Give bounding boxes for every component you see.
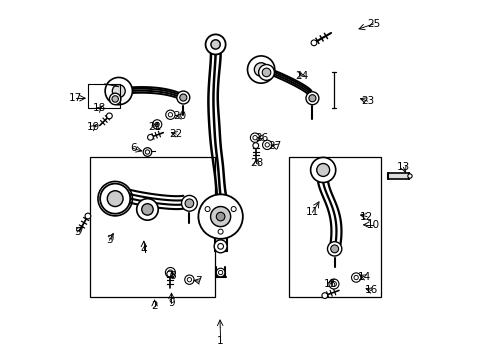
Circle shape xyxy=(263,140,272,149)
Circle shape xyxy=(247,56,275,83)
Circle shape xyxy=(218,243,223,249)
Circle shape xyxy=(259,64,274,80)
Circle shape xyxy=(329,279,339,289)
Circle shape xyxy=(143,148,152,156)
Circle shape xyxy=(109,93,121,105)
Circle shape xyxy=(327,242,342,256)
Circle shape xyxy=(253,135,257,140)
Circle shape xyxy=(351,273,361,282)
Circle shape xyxy=(265,143,270,147)
Text: 15: 15 xyxy=(324,279,337,289)
Circle shape xyxy=(106,113,112,119)
Circle shape xyxy=(216,268,225,277)
Circle shape xyxy=(211,207,231,226)
Bar xyxy=(388,173,409,179)
Text: 13: 13 xyxy=(397,162,410,172)
Circle shape xyxy=(185,275,194,284)
Text: 18: 18 xyxy=(93,103,106,113)
Circle shape xyxy=(250,133,260,142)
Text: 4: 4 xyxy=(141,245,147,255)
Circle shape xyxy=(311,157,336,183)
Circle shape xyxy=(216,212,225,221)
Text: 7: 7 xyxy=(195,276,202,286)
Circle shape xyxy=(211,40,220,49)
Circle shape xyxy=(152,120,162,129)
Circle shape xyxy=(180,94,187,101)
Circle shape xyxy=(185,199,194,208)
Text: 27: 27 xyxy=(268,141,281,151)
Circle shape xyxy=(168,270,173,275)
Text: 6: 6 xyxy=(130,143,136,153)
Text: 9: 9 xyxy=(168,298,175,308)
Circle shape xyxy=(317,163,330,176)
Circle shape xyxy=(322,293,328,298)
Text: 21: 21 xyxy=(148,122,161,132)
Circle shape xyxy=(166,267,175,278)
Bar xyxy=(289,157,381,297)
Circle shape xyxy=(142,204,153,215)
Text: 10: 10 xyxy=(367,220,380,230)
Circle shape xyxy=(100,184,130,214)
Circle shape xyxy=(311,40,317,46)
Text: 25: 25 xyxy=(367,19,380,29)
Text: 19: 19 xyxy=(87,122,100,132)
Circle shape xyxy=(214,240,227,253)
Bar xyxy=(88,84,120,108)
Circle shape xyxy=(306,92,319,105)
Circle shape xyxy=(137,199,158,220)
Text: 1: 1 xyxy=(217,336,224,346)
Circle shape xyxy=(147,134,153,140)
Circle shape xyxy=(205,35,225,54)
Circle shape xyxy=(112,85,125,98)
Circle shape xyxy=(85,213,91,219)
Text: 20: 20 xyxy=(173,111,186,121)
Circle shape xyxy=(354,275,358,280)
Text: 16: 16 xyxy=(365,285,378,296)
Text: 8: 8 xyxy=(169,271,176,281)
Text: 22: 22 xyxy=(170,129,183,139)
Circle shape xyxy=(218,229,223,234)
Circle shape xyxy=(155,122,159,127)
Circle shape xyxy=(219,270,223,275)
Circle shape xyxy=(331,282,337,287)
Circle shape xyxy=(254,63,268,76)
Text: 28: 28 xyxy=(250,158,263,168)
Circle shape xyxy=(198,194,243,239)
Circle shape xyxy=(408,174,412,178)
Circle shape xyxy=(309,95,316,102)
Circle shape xyxy=(205,207,210,212)
Text: 3: 3 xyxy=(106,235,113,245)
Text: 14: 14 xyxy=(357,272,370,282)
Circle shape xyxy=(177,91,190,104)
Text: 5: 5 xyxy=(74,227,80,237)
Circle shape xyxy=(262,68,271,77)
Circle shape xyxy=(107,191,123,207)
Text: 23: 23 xyxy=(361,96,374,106)
Text: 12: 12 xyxy=(360,212,373,221)
Text: 26: 26 xyxy=(256,133,269,143)
Text: 2: 2 xyxy=(151,301,158,311)
Circle shape xyxy=(168,113,172,117)
Text: 17: 17 xyxy=(69,93,82,103)
Circle shape xyxy=(331,245,339,253)
Circle shape xyxy=(105,77,132,105)
Text: 24: 24 xyxy=(295,71,308,81)
Circle shape xyxy=(253,143,259,148)
Text: 11: 11 xyxy=(306,207,319,217)
Circle shape xyxy=(166,110,175,120)
Circle shape xyxy=(231,207,236,212)
Bar xyxy=(90,157,215,297)
Circle shape xyxy=(112,96,119,102)
Circle shape xyxy=(187,278,192,282)
Circle shape xyxy=(181,195,197,211)
Circle shape xyxy=(146,150,149,154)
Circle shape xyxy=(167,271,172,277)
